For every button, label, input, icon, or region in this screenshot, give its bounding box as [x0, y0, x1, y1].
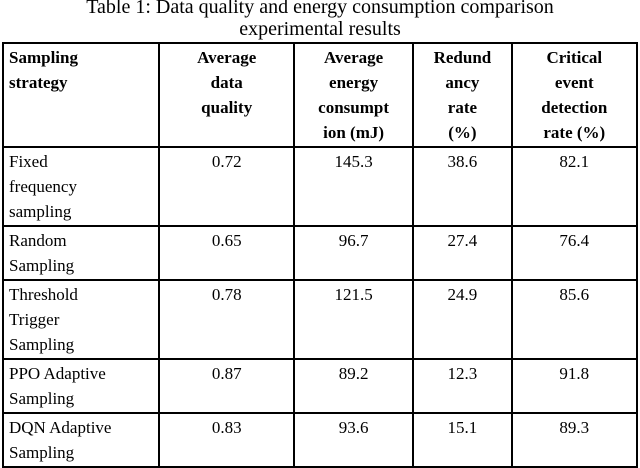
cell-quality: 0.87 [158, 358, 295, 414]
cell-strategy: Random Sampling [1, 225, 161, 281]
table-caption-line1: Table 1: Data quality and energy consump… [86, 0, 554, 18]
cell-strategy: Threshold Trigger Sampling [1, 279, 161, 360]
cell-energy: 93.6 [292, 412, 415, 468]
cell-quality: 0.72 [158, 146, 295, 227]
cell-strategy: PPO Adaptive Sampling [1, 358, 161, 414]
header-average-energy-consumption: Average energy consumpt ion (mJ) [292, 42, 415, 148]
cell-detection: 91.8 [510, 358, 639, 414]
header-redundancy-rate: Redund ancy rate (%) [412, 42, 513, 148]
cell-quality: 0.78 [158, 279, 295, 360]
table-caption-line2: experimental results [239, 18, 401, 40]
cell-energy: 96.7 [292, 225, 415, 281]
cell-strategy: Fixed frequency sampling [1, 146, 161, 227]
cell-detection: 89.3 [510, 412, 639, 468]
header-sampling-strategy: Sampling strategy [1, 42, 161, 148]
cell-energy: 121.5 [292, 279, 415, 360]
table-row: Random Sampling 0.65 96.7 27.4 76.4 [1, 225, 639, 281]
cell-quality: 0.65 [158, 225, 295, 281]
cell-strategy: DQN Adaptive Sampling [1, 412, 161, 468]
table-row: Fixed frequency sampling 0.72 145.3 38.6… [1, 146, 639, 227]
cell-redundancy: 15.1 [412, 412, 513, 468]
table-row: DQN Adaptive Sampling 0.83 93.6 15.1 89.… [1, 412, 639, 468]
table-header-row: Sampling strategy Average data quality A… [1, 42, 639, 148]
table-caption: Table 1: Data quality and energy consump… [0, 0, 640, 40]
cell-redundancy: 27.4 [412, 225, 513, 281]
cell-redundancy: 24.9 [412, 279, 513, 360]
cell-detection: 85.6 [510, 279, 639, 360]
cell-redundancy: 38.6 [412, 146, 513, 227]
header-average-data-quality: Average data quality [158, 42, 295, 148]
table-row: PPO Adaptive Sampling 0.87 89.2 12.3 91.… [1, 358, 639, 414]
cell-detection: 76.4 [510, 225, 639, 281]
cell-quality: 0.83 [158, 412, 295, 468]
cell-detection: 82.1 [510, 146, 639, 227]
cell-energy: 89.2 [292, 358, 415, 414]
cell-energy: 145.3 [292, 146, 415, 227]
cell-redundancy: 12.3 [412, 358, 513, 414]
table-row: Threshold Trigger Sampling 0.78 121.5 24… [1, 279, 639, 360]
results-table: Sampling strategy Average data quality A… [1, 42, 639, 468]
header-critical-event-detection-rate: Critical event detection rate (%) [510, 42, 639, 148]
